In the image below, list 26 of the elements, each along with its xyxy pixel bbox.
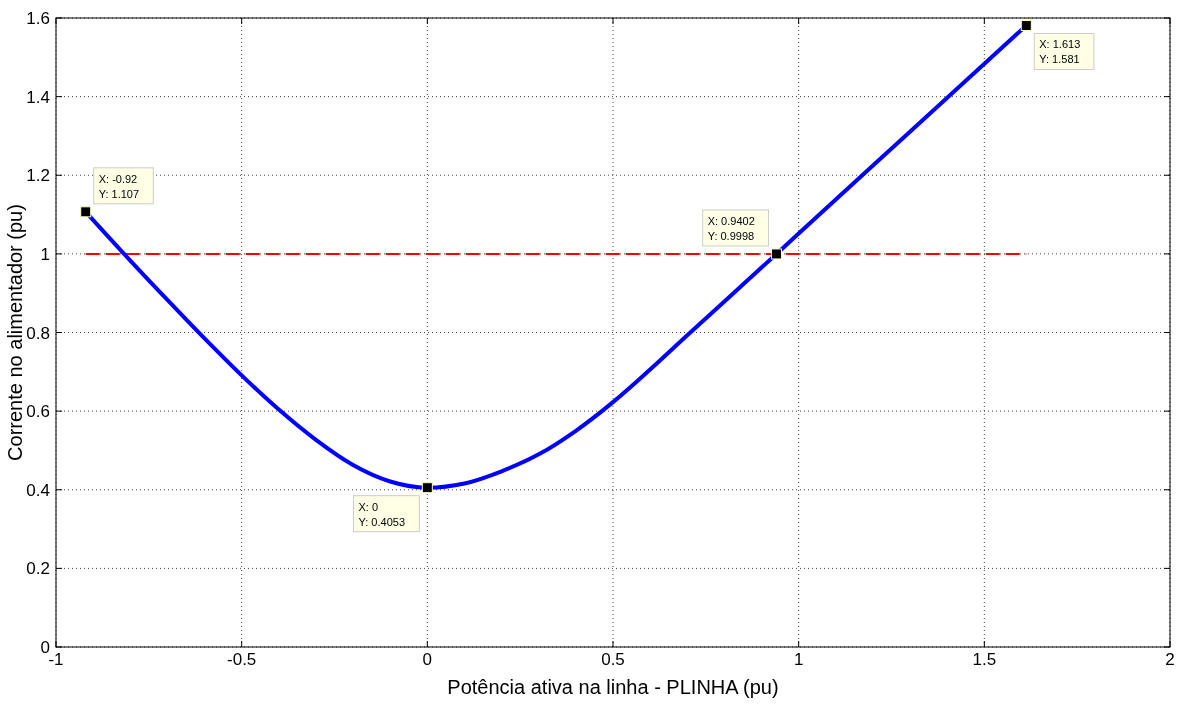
annotation: X: -0.92 Y: 1.107 <box>98 172 140 200</box>
x-tick-label: -0.5 <box>227 650 257 669</box>
y-tick-label: 0.8 <box>26 323 50 343</box>
y-tick-label: 0 <box>40 638 50 657</box>
annotation: X: 0 Y: 0.4053 <box>358 500 406 528</box>
x-tick-label: 1 <box>793 650 804 669</box>
y-tick-label: 1.6 <box>26 9 50 28</box>
data-tip: X: -0.92 Y: 1.107 <box>80 167 154 218</box>
y-tick-label: 0.4 <box>26 480 50 500</box>
y-axis-title: Corrente no alimentador (pu) <box>4 204 26 461</box>
data-tip: X: 0 Y: 0.4053 <box>353 482 433 533</box>
x-tick-label: -1 <box>48 650 64 669</box>
data-tip: X: 0.9402 Y: 0.9998 <box>702 209 782 260</box>
y-tick-label: 1.4 <box>26 87 50 107</box>
y-tick-label: 1 <box>40 244 50 264</box>
annotation: X: 0.9402 Y: 0.9998 <box>707 214 755 242</box>
annotation: X: 1.613 Y: 1.581 <box>1039 38 1081 66</box>
x-tick-label: 0 <box>422 650 433 669</box>
x-tick-label: 0.5 <box>601 650 625 669</box>
x-axis-title: Potência ativa na linha - PLINHA (pu) <box>447 676 779 698</box>
data-tip: X: 1.613 Y: 1.581 <box>1020 19 1095 70</box>
x-tick-label: 2 <box>1165 650 1175 669</box>
y-tick-label: 1.2 <box>26 166 50 186</box>
x-tick-label: 1.5 <box>972 650 997 669</box>
y-tick-label: 0.6 <box>26 402 50 422</box>
y-tick-label: 0.2 <box>26 559 50 579</box>
